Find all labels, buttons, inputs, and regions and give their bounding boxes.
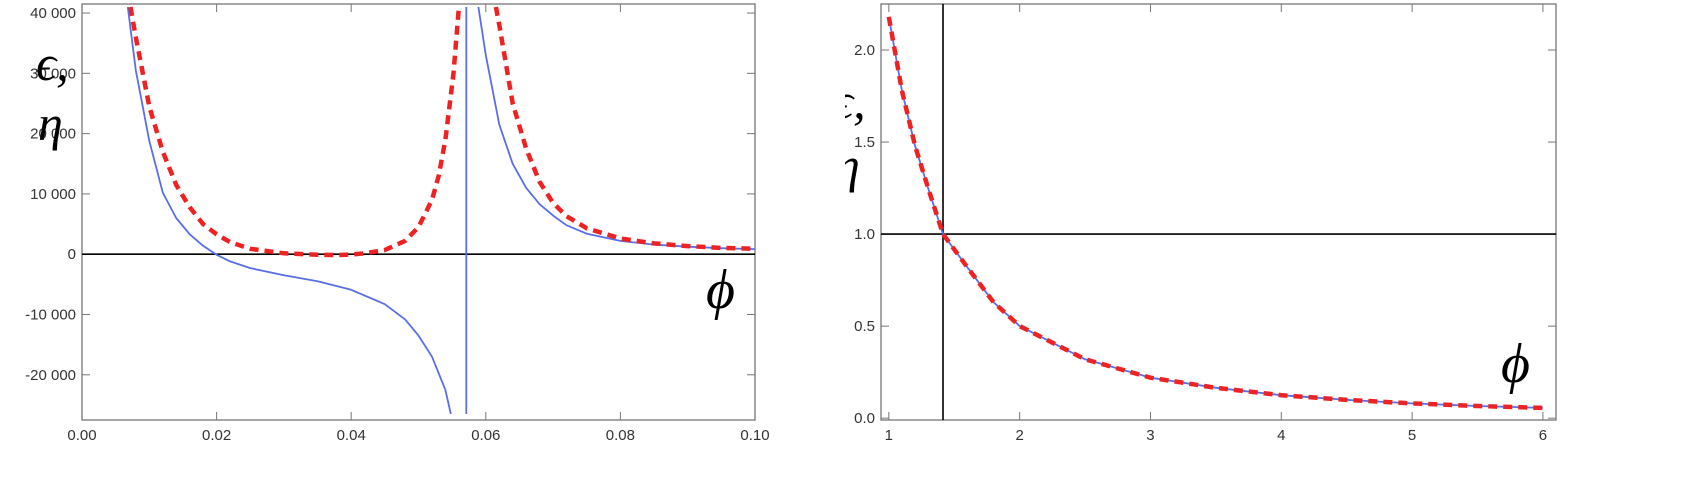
left-xtick-label: 0.02 (202, 427, 231, 444)
left-ytick-label: -20 000 (25, 367, 76, 384)
left-ytick-label: 10 000 (30, 186, 76, 203)
left-plot-frame (81, 3, 756, 421)
left-ytick-label: -10 000 (25, 306, 76, 323)
left-ylabel-line2: η (38, 95, 63, 151)
right-xtick-label: 5 (1408, 427, 1416, 444)
chart-left: 0.00 0.02 0.04 0.06 0.08 0.10 -20 000 -10 000 0 1… (25, 3, 770, 444)
right-xtick-label: 4 (1277, 427, 1285, 444)
right-ytick-label: 0.5 (854, 318, 875, 335)
chart-right: 1 2 3 4 5 6 0.0 0.5 1.0 1.5 2.0 ϵ, η ϕ (845, 0, 1690, 489)
left-series-solid-line (126, 6, 452, 415)
left-ytick-label: 30 000 (30, 65, 76, 82)
left-xtick-label: 0.00 (67, 427, 96, 444)
left-xtick-label: 0.08 (606, 427, 635, 444)
right-ytick-label: 0.0 (854, 410, 875, 427)
right-ytick-label: 2.0 (854, 42, 875, 59)
left-series-dashed-line (128, 6, 462, 258)
left-xtick-label: 0.06 (471, 427, 500, 444)
right-plot-frame (880, 3, 1557, 421)
right-xtick-label: 1 (885, 427, 893, 444)
left-ytick-label: 0 (68, 246, 76, 263)
right-xtick-label: 2 (1015, 427, 1023, 444)
right-xtick-label: 6 (1539, 427, 1547, 444)
left-ytick-label: 20 000 (30, 126, 76, 143)
chart-left-svg: 0.00 0.02 0.04 0.06 0.08 0.10 -20 000 -10 000 0 1… (25, 3, 770, 444)
left-xtick-label: 0.10 (740, 427, 769, 444)
left-xtick-label: 0.04 (337, 427, 366, 444)
left-ytick-label: 40 000 (30, 5, 76, 22)
left-series-dashed-line (493, 6, 755, 252)
chart-right-svg: 1 2 3 4 5 6 0.0 0.5 1.0 1.5 2.0 ϵ, η ϕ (845, 3, 1557, 444)
right-series-solid-line (887, 16, 1543, 409)
right-xlabel: ϕ (1501, 333, 1530, 395)
right-ylabel-line2: η (845, 137, 860, 193)
left-ylabel-line1: ϵ, (36, 35, 69, 91)
right-ytick-label: 1.5 (854, 134, 875, 151)
right-ytick-label: 1.0 (854, 226, 875, 243)
right-ylabel-line1: ϵ, (845, 73, 866, 129)
right-xtick-label: 3 (1146, 427, 1154, 444)
left-xlabel: ϕ (706, 259, 735, 321)
right-series-dashed-line (886, 16, 1543, 411)
